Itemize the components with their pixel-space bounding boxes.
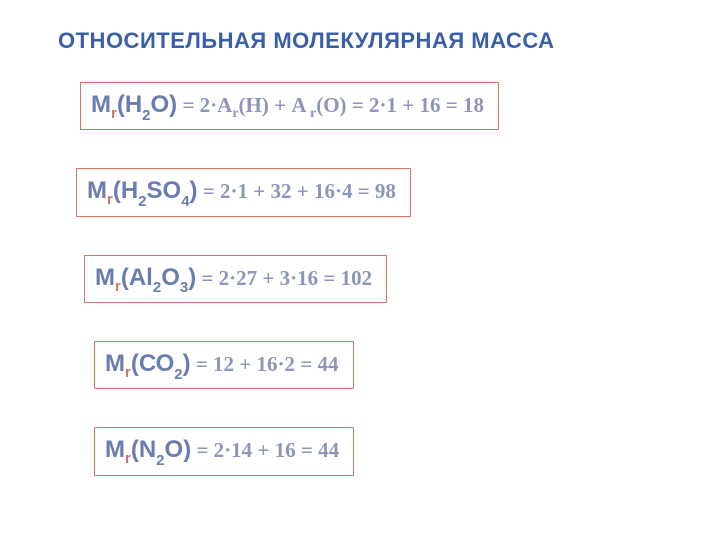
formula-co2: Mr(СО2) = 12 + 16·2 = 44 xyxy=(94,341,354,389)
mr-symbol: Mr xyxy=(87,177,113,204)
formula-al2o3: Mr(Al2О3) = 2·27 + 3·16 = 102 xyxy=(84,255,387,303)
compound-n2o: (N2О) xyxy=(131,436,191,463)
mr-symbol: Mr xyxy=(91,91,117,118)
compound-h2o: (Н2О) xyxy=(117,91,177,118)
compound-al2o3: (Al2О3) xyxy=(121,264,196,291)
formula-n2o: Mr(N2О) = 2·14 + 16 = 44 xyxy=(94,427,354,475)
page-title: ОТНОСИТЕЛЬНАЯ МОЛЕКУЛЯРНАЯ МАССА xyxy=(58,28,680,54)
formula-h2so4: Mr(Н2SО4) = 2·1 + 32 + 16·4 = 98 xyxy=(76,168,411,216)
formula-h2o: Mr(Н2О) = 2·Аr(Н) + А r(О) = 2·1 + 16 = … xyxy=(80,82,499,130)
mr-symbol: Mr xyxy=(105,436,131,463)
mr-symbol: Mr xyxy=(105,350,131,377)
compound-co2: (СО2) xyxy=(131,350,191,377)
calc-h2o: = 2·Аr(Н) + А r(О) = 2·1 + 16 = 18 xyxy=(177,93,484,117)
mr-symbol: Mr xyxy=(95,264,121,291)
calc-n2o: = 2·14 + 16 = 44 xyxy=(191,438,339,462)
calc-co2: = 12 + 16·2 = 44 xyxy=(191,352,339,376)
calc-al2o3: = 2·27 + 3·16 = 102 xyxy=(196,266,372,290)
compound-h2so4: (Н2SО4) xyxy=(113,177,198,204)
calc-h2so4: = 2·1 + 32 + 16·4 = 98 xyxy=(198,179,396,203)
